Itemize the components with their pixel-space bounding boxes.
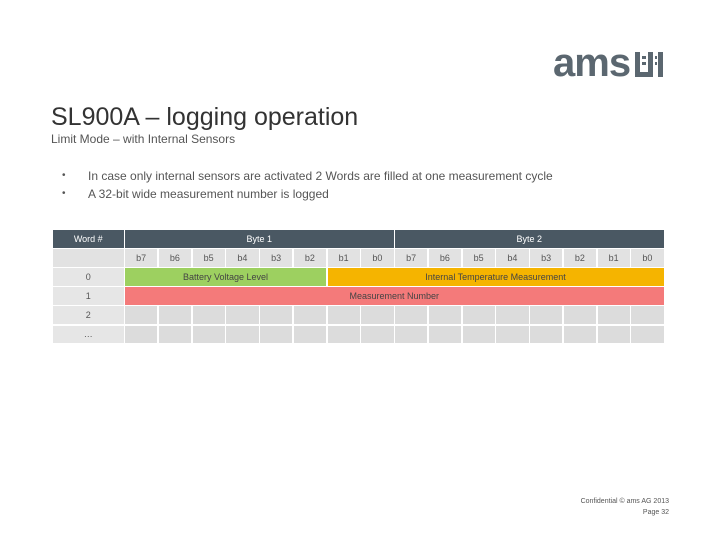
empty-bit-cell (462, 306, 495, 324)
battery-voltage-field: Battery Voltage Level (125, 268, 326, 286)
bit-label: b7 (395, 249, 428, 267)
measurement-number-field: Measurement Number (125, 287, 664, 305)
footer: Confidential © ams AG 2013 Page 32 (581, 496, 669, 518)
page-title: SL900A – logging operation (51, 103, 359, 131)
empty-bit-cell (428, 306, 461, 324)
bit-label: b3 (530, 249, 563, 267)
bullet-item: • A 32-bit wide measurement number is log… (62, 187, 329, 201)
bit-label: b2 (563, 249, 596, 267)
bit-label: b4 (226, 249, 259, 267)
empty-bit-cell (597, 325, 630, 343)
bit-label: b0 (631, 249, 664, 267)
empty-bit-cell (158, 325, 191, 343)
empty-bit-cell (496, 306, 529, 324)
bit-label: b6 (158, 249, 191, 267)
empty-bit-cell (260, 306, 293, 324)
empty-bit-cell (563, 325, 596, 343)
word-number-label: 1 (53, 287, 124, 305)
empty-bit-cell (631, 306, 664, 324)
empty-bit-cell (563, 306, 596, 324)
bit-label: b1 (327, 249, 360, 267)
empty-bit-cell (260, 325, 293, 343)
bullet-list: • In case only internal sensors are activ… (62, 167, 553, 203)
byte2-header: Byte 2 (395, 230, 664, 248)
svg-text:ams: ams (553, 46, 630, 80)
empty-bit-cell (631, 325, 664, 343)
bullet-dot-icon: • (62, 188, 66, 199)
empty-bit-cell (361, 306, 394, 324)
empty-bit-cell (462, 325, 495, 343)
bit-label: b7 (125, 249, 158, 267)
empty-bit-cell (530, 325, 563, 343)
bit-label: b1 (597, 249, 630, 267)
empty-bit-cell (327, 325, 360, 343)
word-number-label: 0 (53, 268, 124, 286)
word-number-label: 2 (53, 306, 124, 324)
bit-label: b4 (496, 249, 529, 267)
bit-label: b6 (428, 249, 461, 267)
bit-label: b0 (361, 249, 394, 267)
empty-bit-cell (192, 325, 225, 343)
bit-label: b5 (462, 249, 495, 267)
page-number: Page 32 (642, 509, 669, 516)
internal-temperature-field: Internal Temperature Measurement (327, 268, 664, 286)
word-number-label: … (53, 325, 124, 343)
empty-bit-cell (361, 325, 394, 343)
bullet-dot-icon: • (62, 170, 66, 181)
empty-bit-cell (395, 306, 428, 324)
word-number-header: Word # (53, 230, 124, 248)
byte1-header: Byte 1 (125, 230, 394, 248)
empty-bit-cell (293, 325, 326, 343)
bit-label: b5 (192, 249, 225, 267)
empty-bit-cell (530, 306, 563, 324)
empty-bit-cell (192, 306, 225, 324)
bit-row-spacer (53, 249, 124, 267)
empty-bit-cell (125, 306, 158, 324)
bullet-item: • In case only internal sensors are activ… (62, 169, 553, 183)
empty-bit-cell (226, 325, 259, 343)
empty-bit-cell (428, 325, 461, 343)
empty-bit-cell (395, 325, 428, 343)
empty-bit-cell (226, 306, 259, 324)
bit-label: b3 (260, 249, 293, 267)
confidential-note: Confidential © ams AG 2013 (580, 498, 669, 505)
page-subtitle: Limit Mode – with Internal Sensors (51, 132, 236, 146)
empty-bit-cell (327, 306, 360, 324)
ams-logo: ams (553, 46, 663, 80)
empty-bit-cell (496, 325, 529, 343)
empty-bit-cell (597, 306, 630, 324)
empty-bit-cell (125, 325, 158, 343)
empty-bit-cell (293, 306, 326, 324)
bit-label: b2 (293, 249, 326, 267)
empty-bit-cell (158, 306, 191, 324)
